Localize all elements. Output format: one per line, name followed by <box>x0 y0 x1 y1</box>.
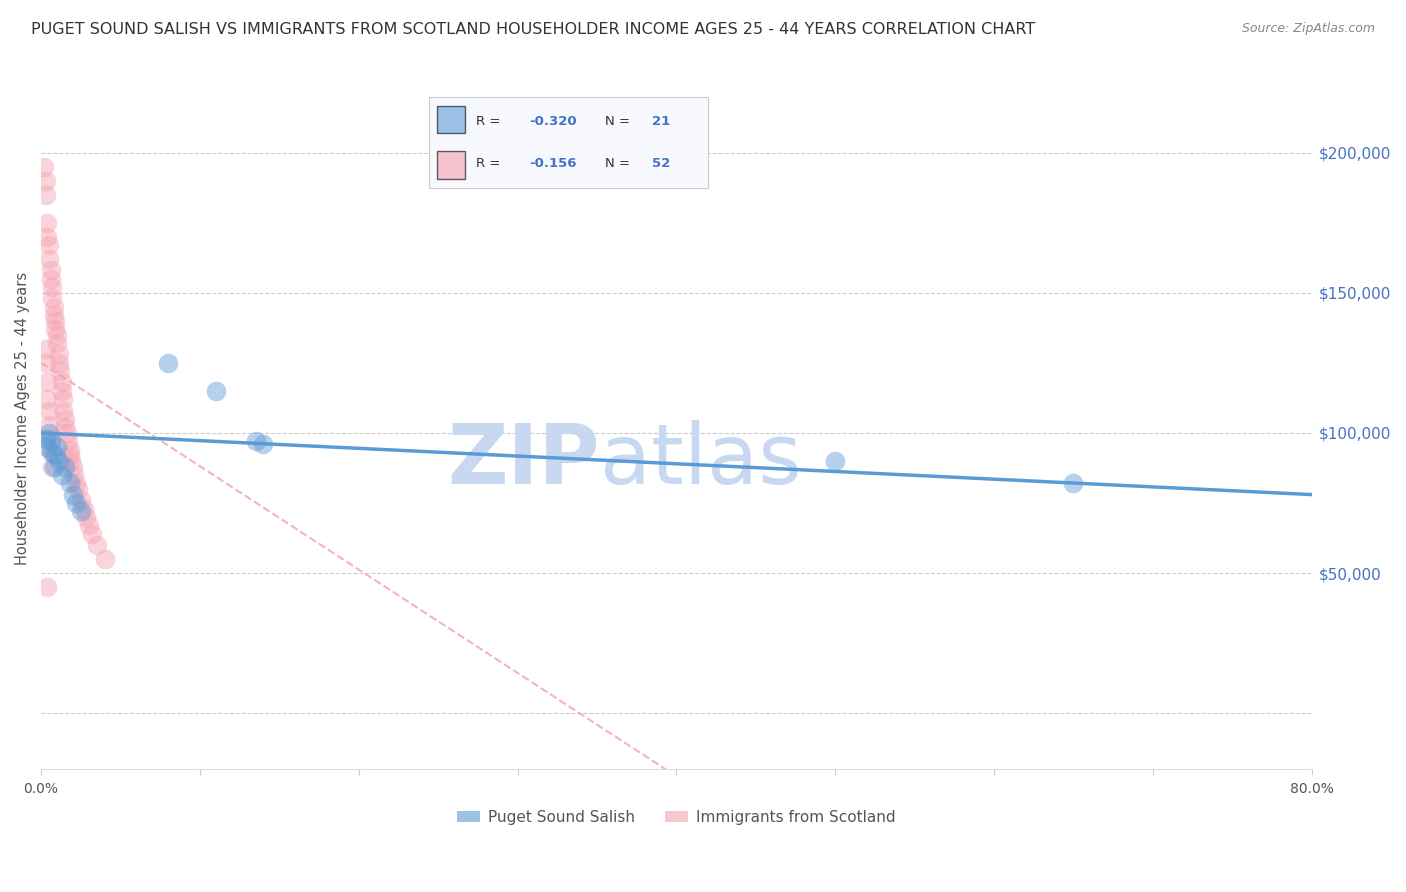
Point <box>62 487 84 501</box>
Point <box>53 459 76 474</box>
Point <box>49 364 72 378</box>
Point <box>39 434 62 449</box>
Point <box>32 160 55 174</box>
Point <box>157 356 180 370</box>
Point <box>69 504 91 518</box>
Point <box>86 538 108 552</box>
Point <box>53 420 76 434</box>
Y-axis label: Householder Income Ages 25 - 44 years: Householder Income Ages 25 - 44 years <box>15 272 30 566</box>
Point <box>41 280 63 294</box>
Point <box>37 216 59 230</box>
Point <box>42 459 65 474</box>
Point <box>48 454 70 468</box>
Point <box>42 300 65 314</box>
Point <box>93 552 115 566</box>
Point <box>252 437 274 451</box>
Point <box>37 229 59 244</box>
Point <box>46 327 69 342</box>
Point <box>41 445 63 459</box>
Point <box>37 392 59 407</box>
Point <box>44 448 66 462</box>
Point <box>35 342 58 356</box>
Point <box>37 376 59 390</box>
Point <box>48 356 70 370</box>
Point <box>65 476 87 491</box>
Point <box>46 336 69 351</box>
Point <box>59 476 82 491</box>
Point <box>66 482 89 496</box>
Point <box>37 580 59 594</box>
Point <box>35 432 58 446</box>
Point <box>44 322 66 336</box>
Point <box>204 384 226 398</box>
Point <box>39 442 62 457</box>
Point <box>41 459 63 474</box>
Point <box>75 510 97 524</box>
Point <box>38 403 60 417</box>
Point <box>35 174 58 188</box>
Point <box>38 252 60 267</box>
Point <box>51 384 73 398</box>
Point <box>73 501 96 516</box>
Point <box>38 417 60 432</box>
Point <box>46 440 69 454</box>
Point <box>80 526 103 541</box>
Text: atlas: atlas <box>600 420 801 501</box>
Point <box>37 440 59 454</box>
Point <box>44 314 66 328</box>
Point <box>824 454 846 468</box>
Point <box>42 308 65 322</box>
Point <box>62 459 84 474</box>
Point <box>55 425 77 440</box>
Point <box>51 467 73 482</box>
Point <box>56 434 79 449</box>
Legend: Puget Sound Salish, Immigrants from Scotland: Puget Sound Salish, Immigrants from Scot… <box>457 810 896 825</box>
Text: ZIP: ZIP <box>447 420 600 501</box>
Point <box>52 403 75 417</box>
Point <box>59 448 82 462</box>
Point <box>38 238 60 252</box>
Point <box>38 425 60 440</box>
Point <box>60 454 83 468</box>
Point <box>1062 476 1084 491</box>
Point <box>69 493 91 508</box>
Point <box>65 496 87 510</box>
Point <box>63 467 86 482</box>
Point <box>53 412 76 426</box>
Point <box>245 434 267 449</box>
Text: Source: ZipAtlas.com: Source: ZipAtlas.com <box>1241 22 1375 36</box>
Text: PUGET SOUND SALISH VS IMMIGRANTS FROM SCOTLAND HOUSEHOLDER INCOME AGES 25 - 44 Y: PUGET SOUND SALISH VS IMMIGRANTS FROM SC… <box>31 22 1035 37</box>
Point <box>35 187 58 202</box>
Point <box>51 376 73 390</box>
Point <box>39 272 62 286</box>
Point <box>41 292 63 306</box>
Point <box>77 518 100 533</box>
Point <box>35 356 58 370</box>
Point <box>52 392 75 407</box>
Point <box>39 432 62 446</box>
Point <box>59 442 82 457</box>
Point <box>48 347 70 361</box>
Point <box>39 263 62 277</box>
